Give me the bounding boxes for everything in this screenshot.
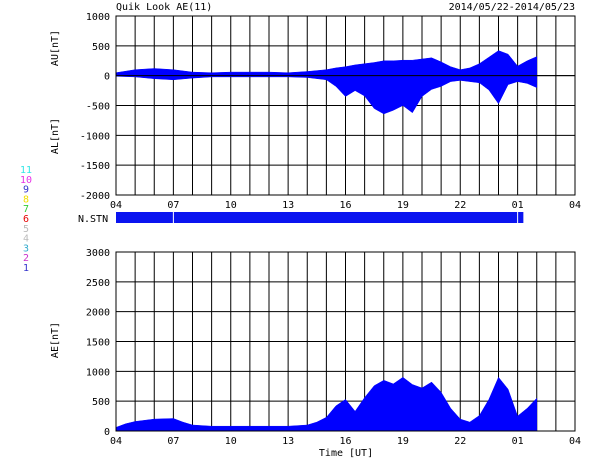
ae-axis-label: AE[nT] xyxy=(50,322,61,358)
au-al-ytick-label: -1000 xyxy=(80,131,110,142)
au-al-ytick-label: -500 xyxy=(86,102,110,113)
au-al-xtick-label: 13 xyxy=(282,200,294,211)
legend-item: 10 xyxy=(20,175,32,186)
au-al-frame xyxy=(115,15,576,196)
chart-title: Quik Look AE(11) xyxy=(116,2,212,13)
ae-frame xyxy=(115,251,576,432)
station-count-bar xyxy=(116,212,524,223)
nstn-label: N.STN xyxy=(78,214,108,225)
au-al-xtick-label: 19 xyxy=(397,200,409,211)
date-range: 2014/05/22-2014/05/23 xyxy=(449,2,575,13)
legend-item: 3 xyxy=(23,243,29,254)
ae-ytick-label: 0 xyxy=(104,427,110,438)
au-al-xtick-label: 04 xyxy=(569,200,581,211)
ae-xtick-label: 07 xyxy=(167,436,179,447)
au-al-xtick-label: 04 xyxy=(110,200,122,211)
ae-xtick-label: 13 xyxy=(282,436,294,447)
au-al-xtick-label: 16 xyxy=(339,200,351,211)
au-al-ytick-label: 0 xyxy=(104,72,110,83)
legend-item: 8 xyxy=(23,194,29,205)
au-al-xtick-label: 22 xyxy=(454,200,466,211)
au-axis-label: AU[nT] xyxy=(50,30,61,66)
legend-item: 7 xyxy=(23,204,29,215)
ae-ytick-label: 1500 xyxy=(86,338,110,349)
ae-xtick-label: 01 xyxy=(512,436,524,447)
ae-ytick-label: 3000 xyxy=(86,248,110,259)
legend-item: 2 xyxy=(23,253,29,264)
legend-item: 5 xyxy=(23,224,29,235)
legend-item: 1 xyxy=(23,263,29,274)
au-al-ytick-label: -2000 xyxy=(80,191,110,202)
legend-item: 6 xyxy=(23,214,29,225)
ae-xtick-label: 16 xyxy=(339,436,351,447)
station-count-panel: N.STN xyxy=(78,212,524,225)
au-al-ytick-label: 1000 xyxy=(86,12,110,23)
ae-ytick-label: 2500 xyxy=(86,278,110,289)
ae-ytick-label: 500 xyxy=(92,397,110,408)
x-axis-title: Time [UT] xyxy=(319,448,373,459)
ae-xtick-label: 22 xyxy=(454,436,466,447)
ae-xtick-label: 04 xyxy=(110,436,122,447)
ae-xtick-label: 10 xyxy=(225,436,237,447)
al-axis-label: AL[nT] xyxy=(50,118,61,154)
ae-xtick-label: 04 xyxy=(569,436,581,447)
au-al-ytick-label: -1500 xyxy=(80,161,110,172)
au-al-xtick-label: 01 xyxy=(512,200,524,211)
ae-ytick-label: 1000 xyxy=(86,367,110,378)
au-al-xtick-label: 10 xyxy=(225,200,237,211)
au-al-ytick-label: 500 xyxy=(92,42,110,53)
ae-xtick-label: 19 xyxy=(397,436,409,447)
au-al-xtick-label: 07 xyxy=(167,200,179,211)
legend-item: 9 xyxy=(23,185,29,196)
legend-item: 11 xyxy=(20,165,32,176)
ae-series-area xyxy=(115,376,538,432)
ae-ytick-label: 2000 xyxy=(86,308,110,319)
legend-item: 4 xyxy=(23,234,29,245)
